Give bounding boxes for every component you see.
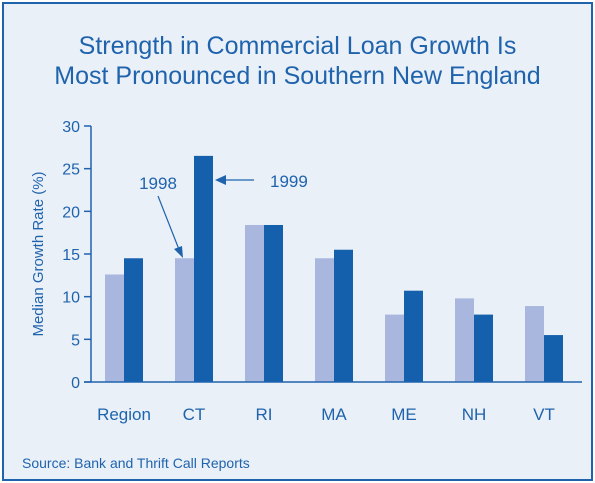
y-tick-label: 25 bbox=[62, 162, 80, 179]
annotation-1998-arrowhead bbox=[174, 246, 183, 258]
bar-nh-1999 bbox=[474, 314, 493, 382]
y-tick-label: 5 bbox=[71, 332, 80, 349]
annotation-1999: 1999 bbox=[270, 172, 308, 191]
bar-ri-1999 bbox=[264, 224, 283, 382]
y-tick-label: 10 bbox=[62, 290, 80, 307]
chart-title-line-2: Most Pronounced in Southern New England bbox=[54, 62, 541, 90]
annotation-1998: 1998 bbox=[139, 174, 177, 193]
annotation-1998-arrow bbox=[157, 195, 181, 253]
bar-vt-1999 bbox=[544, 335, 563, 382]
x-tick-label-region: Region bbox=[97, 405, 151, 424]
chart-title-line-1: Strength in Commercial Loan Growth Is bbox=[78, 32, 517, 60]
y-tick-label: 0 bbox=[71, 375, 80, 392]
x-tick-label-nh: NH bbox=[462, 405, 487, 424]
y-tick-label: 15 bbox=[62, 247, 80, 264]
source-note: Source: Bank and Thrift Call Reports bbox=[22, 455, 250, 471]
bar-me-1998 bbox=[385, 314, 404, 382]
x-tick-label-me: ME bbox=[391, 405, 417, 424]
bar-region-1998 bbox=[105, 274, 124, 382]
bar-ma-1998 bbox=[315, 258, 334, 382]
x-tick-label-ma: MA bbox=[321, 405, 347, 424]
y-tick-label: 20 bbox=[62, 204, 80, 221]
y-axis-label: Median Growth Rate (%) bbox=[30, 171, 47, 336]
bar-ct-1998 bbox=[175, 258, 194, 382]
bar-region-1999 bbox=[124, 258, 143, 382]
y-tick-label: 30 bbox=[62, 119, 80, 136]
annotation-1999-arrowhead bbox=[215, 175, 226, 185]
bar-ri-1998 bbox=[245, 224, 264, 382]
x-tick-label-ri: RI bbox=[256, 405, 273, 424]
x-tick-label-ct: CT bbox=[183, 405, 206, 424]
bar-vt-1998 bbox=[525, 306, 544, 382]
bar-ct-1999 bbox=[194, 155, 213, 382]
bar-me-1999 bbox=[404, 290, 423, 382]
x-tick-label-vt: VT bbox=[533, 405, 555, 424]
bar-ma-1999 bbox=[334, 249, 353, 382]
bar-nh-1998 bbox=[455, 298, 474, 382]
